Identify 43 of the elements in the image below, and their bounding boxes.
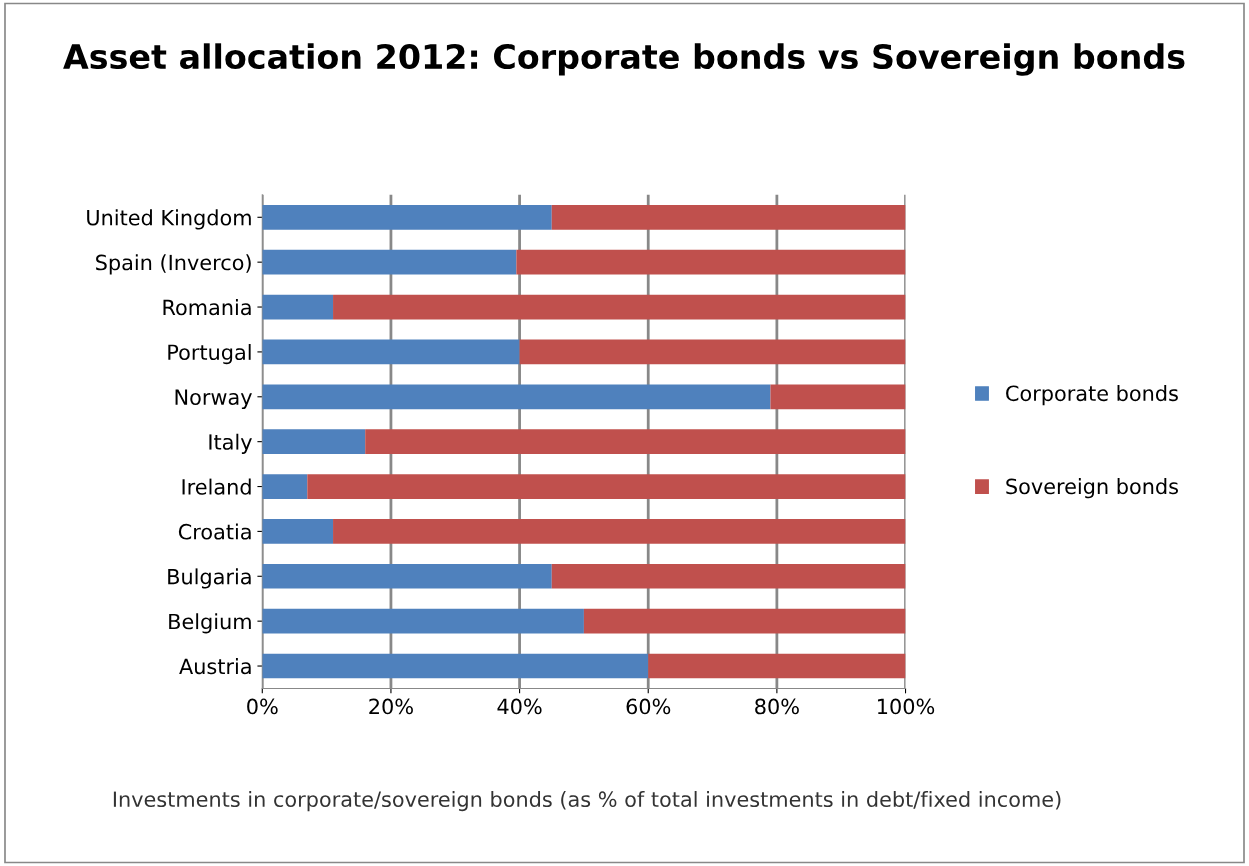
- y-tick-label: Belgium: [169, 613, 251, 634]
- bar: [262, 429, 366, 454]
- bar: [262, 294, 334, 320]
- y-tick-label: Romania: [163, 299, 251, 316]
- bar: [262, 474, 308, 499]
- bar: [551, 563, 906, 589]
- bar: [333, 519, 906, 544]
- legend-label: Sovereign bonds: [1006, 478, 1179, 499]
- bar: [648, 653, 906, 679]
- y-tick-label: Austria: [179, 658, 251, 675]
- x-axis-title: Investments in corporate/sovereign bonds (as % of total investments in debt/fixed income): [113, 790, 1061, 812]
- bar: [262, 339, 520, 365]
- bar: [307, 474, 906, 499]
- y-tick-label: Italy: [209, 433, 252, 454]
- bar: [519, 339, 906, 365]
- bar: [262, 519, 334, 544]
- bar: [262, 653, 649, 679]
- bar: [262, 204, 552, 230]
- bar: [583, 608, 906, 634]
- x-tick-label: 20%: [369, 698, 413, 715]
- y-tick-label: Ireland: [182, 478, 251, 495]
- x-tick-label: 40%: [497, 698, 542, 715]
- bar: [262, 384, 771, 410]
- y-tick-label: Norway: [175, 389, 252, 410]
- y-tick-label: United Kingdom: [87, 209, 251, 230]
- y-tick-label: Bulgaria: [168, 568, 251, 589]
- y-tick-label: Croatia: [178, 523, 251, 540]
- legend-label: Corporate bonds: [1006, 385, 1178, 406]
- bar: [262, 249, 517, 275]
- x-tick-label: 60%: [626, 698, 671, 715]
- chart-title: Asset allocation 2012: Corporate bonds vs Sovereign bonds: [63, 43, 1185, 76]
- x-tick-label: 100%: [878, 698, 935, 715]
- x-tick-label: 0%: [247, 698, 278, 715]
- bar: [770, 384, 906, 410]
- bar: [551, 204, 906, 230]
- bar: [516, 249, 906, 275]
- bar: [262, 608, 584, 634]
- bar: [365, 429, 906, 454]
- x-tick-label: 80%: [755, 698, 799, 715]
- bar: [262, 563, 552, 589]
- y-tick-label: Portugal: [168, 344, 251, 365]
- y-tick-label: Spain (Inverco): [96, 254, 251, 275]
- bar: [333, 294, 906, 320]
